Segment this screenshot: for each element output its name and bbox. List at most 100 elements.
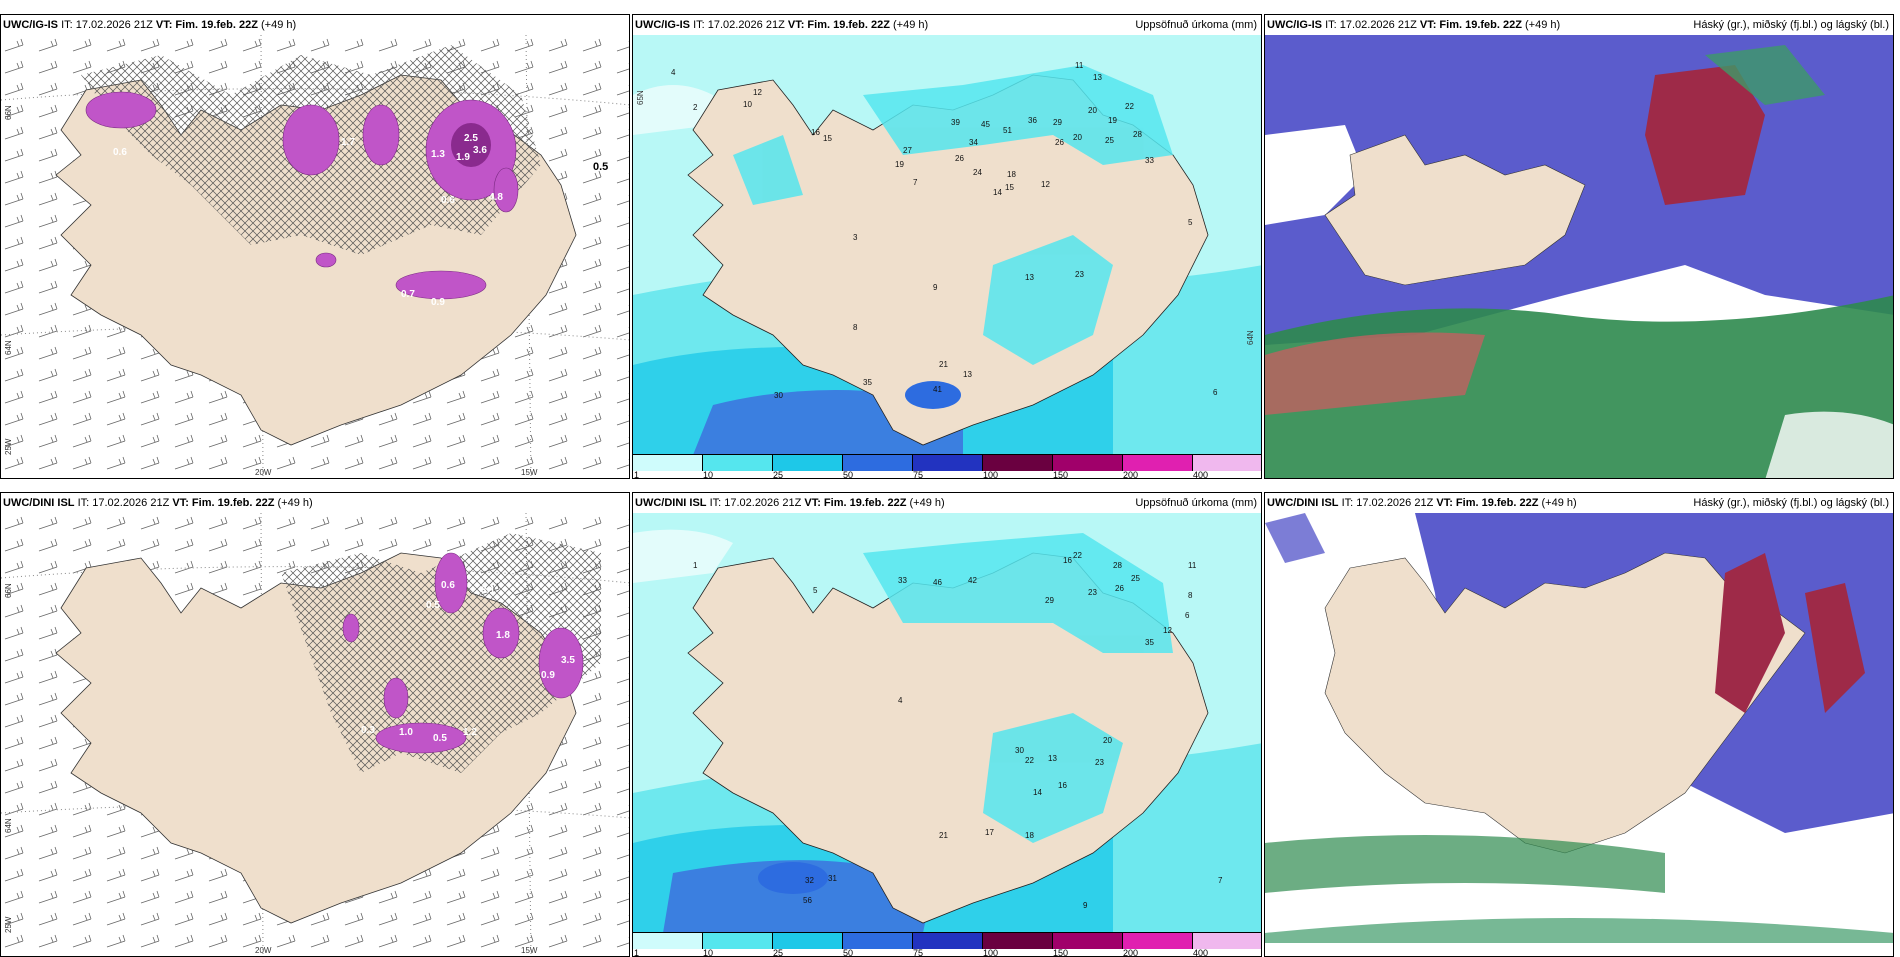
value-label: 30 [774, 391, 783, 400]
value-label: 11 [1075, 61, 1084, 70]
value-label: 20 [1088, 106, 1097, 115]
value-label: 56 [803, 896, 812, 905]
snow-values: 0.6 3.1 0.5 1.8 3.5 1.0 0.5 1.2 0.3 0.9 [361, 580, 575, 744]
high-cloud [1805, 583, 1865, 713]
vt-label: VT: [1436, 497, 1453, 509]
model-name: UWC/IG-IS [3, 19, 58, 31]
legend-swatch [1123, 933, 1193, 949]
value-label: 5 [813, 586, 818, 595]
value-label: 16 [1063, 556, 1072, 565]
legend-tick: 25 [773, 948, 784, 957]
lead-time: (+49 h) [909, 497, 945, 509]
lead-time: (+49 h) [893, 19, 929, 31]
value-label: 23 [1088, 588, 1097, 597]
legend-swatch [913, 455, 983, 471]
value-label: 9 [1083, 901, 1088, 910]
legend-swatch [633, 455, 703, 471]
legend-tick: 400 [1193, 948, 1209, 957]
legend-tick: 75 [913, 948, 924, 957]
value-label: 32 [805, 876, 814, 885]
panel-dini-precip[interactable]: UWC/DINI ISL IT: 17.02.2026 21Z VT: Fim.… [632, 492, 1262, 957]
panel-ig-precip[interactable]: UWC/IG-IS IT: 17.02.2026 21Z VT: Fim. 19… [632, 14, 1262, 479]
product-title: Háský (gr.), miðský (fj.bl.) og lágský (… [1693, 497, 1889, 509]
panel-dini-clouds[interactable]: UWC/DINI ISL IT: 17.02.2026 21Z VT: Fim.… [1264, 492, 1894, 957]
value-label: 12 [753, 88, 762, 97]
value-label: 23 [1075, 270, 1084, 279]
value-label: 0.5 [433, 733, 447, 744]
value-label: 0.6 [113, 147, 127, 158]
value-label: 15 [823, 134, 832, 143]
legend-tick: 75 [913, 470, 924, 479]
legend-swatch [773, 455, 843, 471]
map-canvas[interactable]: 8 6 5 16 22 28 25 33 46 42 29 23 26 35 1… [633, 513, 1261, 956]
snow-depth-shading [85, 91, 519, 300]
value-label: 17 [985, 828, 994, 837]
map-canvas[interactable] [1265, 35, 1893, 478]
panel-ig-clouds[interactable]: UWC/IG-IS IT: 17.02.2026 21Z VT: Fim. 19… [1264, 14, 1894, 479]
value-label: 1.9 [456, 152, 470, 163]
vt-label: VT: [1419, 19, 1437, 31]
legend-swatch [843, 455, 913, 471]
product-title: Uppsöfnuð úrkoma (mm) [1135, 19, 1257, 31]
high-cloud [1715, 553, 1785, 713]
model-name: UWC/DINI ISL [635, 497, 707, 509]
legend-tick: 200 [1123, 948, 1139, 957]
value-label: 12 [1041, 180, 1050, 189]
precip-shading [733, 65, 1173, 365]
panel-ig-snow[interactable]: UWC/IG-IS IT: 17.02.2026 21Z VT: Fim. 19… [0, 14, 630, 479]
panel-header: UWC/DINI ISL IT: 17.02.2026 21Z VT: Fim.… [633, 493, 1261, 513]
legend-tick: 10 [703, 470, 714, 479]
value-label: 8 [1188, 591, 1193, 600]
lat-label: 25W [4, 916, 13, 933]
lon-label: 15W [521, 468, 538, 477]
value-label: 9 [933, 283, 938, 292]
value-label: 7 [1218, 876, 1223, 885]
value-label: 39 [951, 118, 960, 127]
value-label: 19 [1108, 116, 1117, 125]
lat-label: 64N [4, 340, 13, 355]
model-name: UWC/DINI ISL [1267, 497, 1339, 509]
value-label: 42 [968, 576, 977, 585]
legend-tick: 1 [634, 948, 640, 957]
value-label: 20 [1103, 736, 1112, 745]
high-cloud [1265, 332, 1485, 415]
valid-time: Fim. 19.feb. 22Z [1439, 19, 1522, 31]
value-label: 1.7 [341, 137, 355, 148]
value-label: 0.5 [426, 600, 440, 611]
map-canvas[interactable]: 0.6 3.1 0.5 1.8 3.5 1.0 0.5 1.2 0.3 0.9 … [1, 513, 629, 956]
value-label: 2 [693, 103, 698, 112]
mid-cloud [1265, 835, 1665, 893]
init-time: IT: 17.02.2026 21Z [709, 497, 802, 509]
map-canvas[interactable]: 0.6 1.3 1.9 3.6 2.5 0.6 4.8 0.5 1.7 0.7 … [1, 35, 629, 478]
value-label: 20 [1073, 133, 1082, 142]
precip-values: 8 6 5 16 22 28 25 33 46 42 29 23 26 35 1… [693, 551, 1223, 910]
map-canvas[interactable] [1265, 513, 1893, 956]
value-label: 28 [1113, 561, 1122, 570]
map-canvas[interactable]: 4 2 10 12 16 15 11 13 20 19 22 28 25 39 … [633, 35, 1261, 478]
legend-swatch [1053, 933, 1123, 949]
legend-swatch [913, 933, 983, 949]
snow-values: 0.6 1.3 1.9 3.6 2.5 0.6 4.8 0.5 1.7 0.7 … [113, 133, 608, 308]
product-title: Háský (gr.), miðský (fj.bl.) og lágský (… [1693, 19, 1889, 31]
value-label: 10 [743, 100, 752, 109]
legend-swatch [1193, 933, 1261, 949]
precip-core [758, 862, 828, 894]
value-label: 0.7 [401, 289, 415, 300]
value-label: 3 [853, 233, 858, 242]
hatched-region [281, 533, 601, 773]
precip-shading [863, 533, 1173, 843]
value-label: 4 [898, 696, 903, 705]
value-label: 31 [828, 874, 837, 883]
precip-core [905, 381, 961, 409]
value-label: 14 [1033, 788, 1042, 797]
graticule [1, 35, 629, 478]
value-label: 22 [1125, 102, 1134, 111]
value-label: 1.0 [399, 727, 413, 738]
model-name: UWC/IG-IS [635, 19, 690, 31]
vt-label: VT: [787, 19, 805, 31]
precip-legend: 1 10 25 50 75 100 150 200 400 [633, 454, 1261, 479]
value-label: 5 [1188, 218, 1193, 227]
value-label: 0.9 [541, 670, 555, 681]
vt-label: VT: [172, 497, 189, 509]
panel-dini-snow[interactable]: UWC/DINI ISL IT: 17.02.2026 21Z VT: Fim.… [0, 492, 630, 957]
